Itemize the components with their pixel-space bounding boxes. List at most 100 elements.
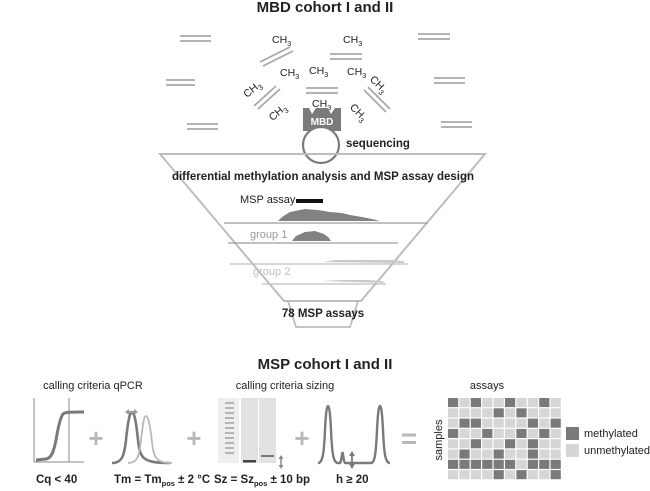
coverage-track-group2 xyxy=(322,260,405,263)
svg-text:CH3: CH3 xyxy=(272,34,291,48)
sequencing-label: sequencing xyxy=(346,138,410,150)
assays-count: 78 MSP assays xyxy=(282,308,364,320)
heatmap-cell xyxy=(550,398,561,408)
heatmap-cell xyxy=(505,408,516,418)
dna-fragment xyxy=(187,123,218,130)
group2-label: group 2 xyxy=(253,266,290,278)
methylated-fragment-3: CH3 CH3 xyxy=(306,65,338,112)
dna-fragment xyxy=(418,33,450,40)
svg-text:CH3: CH3 xyxy=(346,102,370,126)
legend-swatch-methylated xyxy=(566,427,579,440)
heatmap-cell xyxy=(448,439,459,449)
heatmap-cell xyxy=(482,439,493,449)
heatmap-cell xyxy=(505,398,516,408)
heatmap-cell xyxy=(527,470,538,480)
heatmap-cell xyxy=(527,459,538,469)
heatmap-cell xyxy=(516,470,527,480)
heatmap-cell xyxy=(505,449,516,459)
heatmap-cell xyxy=(482,408,493,418)
amplification-plot xyxy=(33,398,85,463)
heatmap-cell xyxy=(493,439,504,449)
heatmap-cell xyxy=(470,470,481,480)
heatmap-cell xyxy=(539,428,550,438)
heatmap-cell xyxy=(539,439,550,449)
heatmap-cell xyxy=(448,428,459,438)
heatmap-cell xyxy=(527,428,538,438)
svg-text:CH3: CH3 xyxy=(366,74,390,98)
heatmap-cell xyxy=(459,418,470,428)
heatmap-cell xyxy=(550,418,561,428)
heatmap-cell xyxy=(527,398,538,408)
heatmap-cell xyxy=(459,398,470,408)
size-range-arrow xyxy=(278,455,284,469)
legend-label-methylated: methylated xyxy=(584,428,638,440)
legend: methylated unmethylated xyxy=(566,427,650,457)
height-arrow xyxy=(349,451,355,469)
heatmap-cell xyxy=(539,449,550,459)
heatmap-cell xyxy=(505,428,516,438)
gel-lane-positive xyxy=(241,398,258,463)
amplification-curve xyxy=(35,410,85,462)
tm-criterion: Tm = Tmpos ± 2 °C xyxy=(114,474,210,488)
heatmap-cell xyxy=(516,449,527,459)
assays-header: assays xyxy=(470,380,505,392)
heatmap-cell xyxy=(493,470,504,480)
equals-sign: = xyxy=(401,423,417,454)
plus-sign: + xyxy=(294,423,309,453)
heatmap-cell xyxy=(516,428,527,438)
heatmap-cell xyxy=(527,418,538,428)
ch3-label: CH xyxy=(280,67,295,79)
coverage-track-all xyxy=(224,209,428,221)
legend-label-unmethylated: unmethylated xyxy=(584,445,650,457)
heatmap-cell xyxy=(448,408,459,418)
sizing-criteria-label: calling criteria sizing xyxy=(236,380,334,392)
dna-fragment xyxy=(166,79,195,86)
methylated-fragment-1: CH3 CH3 xyxy=(259,34,299,81)
heatmap-cell xyxy=(550,439,561,449)
samples-axis-label: samples xyxy=(433,419,445,460)
sz-criterion: Sz = Szpos ± 10 bp xyxy=(214,474,310,488)
heatmap-cell xyxy=(539,398,550,408)
heatmap-cell xyxy=(459,408,470,418)
heatmap-cell xyxy=(470,449,481,459)
gel-lane-ladder xyxy=(218,398,239,463)
heatmap-cell xyxy=(550,459,561,469)
heatmap-cell xyxy=(493,459,504,469)
bead-circle xyxy=(301,125,341,165)
heatmap-cell xyxy=(516,398,527,408)
heatmap-cell xyxy=(470,428,481,438)
ch3-label: CH xyxy=(309,65,324,77)
heatmap-cell xyxy=(470,398,481,408)
heatmap-cell xyxy=(493,428,504,438)
heatmap-cell xyxy=(550,408,561,418)
heatmap-cell xyxy=(448,470,459,480)
heatmap-cell xyxy=(448,418,459,428)
heatmap-cell xyxy=(470,439,481,449)
ch3-label: CH xyxy=(347,66,362,78)
melting-plot xyxy=(111,409,173,465)
ch3-label: CH xyxy=(312,98,327,110)
heatmap-cell xyxy=(505,439,516,449)
ch3-label: CH xyxy=(343,34,358,46)
dna-fragment xyxy=(434,77,465,84)
heatmap-cell xyxy=(459,449,470,459)
heatmap-cell xyxy=(448,459,459,469)
heatmap-cell xyxy=(482,470,493,480)
funnel-stem xyxy=(286,300,360,328)
heatmap-cell xyxy=(527,408,538,418)
heatmap-cell xyxy=(539,470,550,480)
coverage-track-group2b xyxy=(322,280,385,283)
heatmap-cell xyxy=(482,398,493,408)
methylation-heatmap xyxy=(448,398,561,480)
title-mbd-cohort: MBD cohort I and II xyxy=(257,0,394,16)
heatmap-cell xyxy=(470,418,481,428)
heatmap-cell xyxy=(505,459,516,469)
dna-fragment xyxy=(180,35,211,42)
gel-image xyxy=(218,398,284,469)
group1-label: group 1 xyxy=(250,229,287,241)
heatmap-cell xyxy=(493,418,504,428)
heatmap-cell xyxy=(493,408,504,418)
heatmap-cell xyxy=(482,449,493,459)
heatmap-cell xyxy=(505,470,516,480)
